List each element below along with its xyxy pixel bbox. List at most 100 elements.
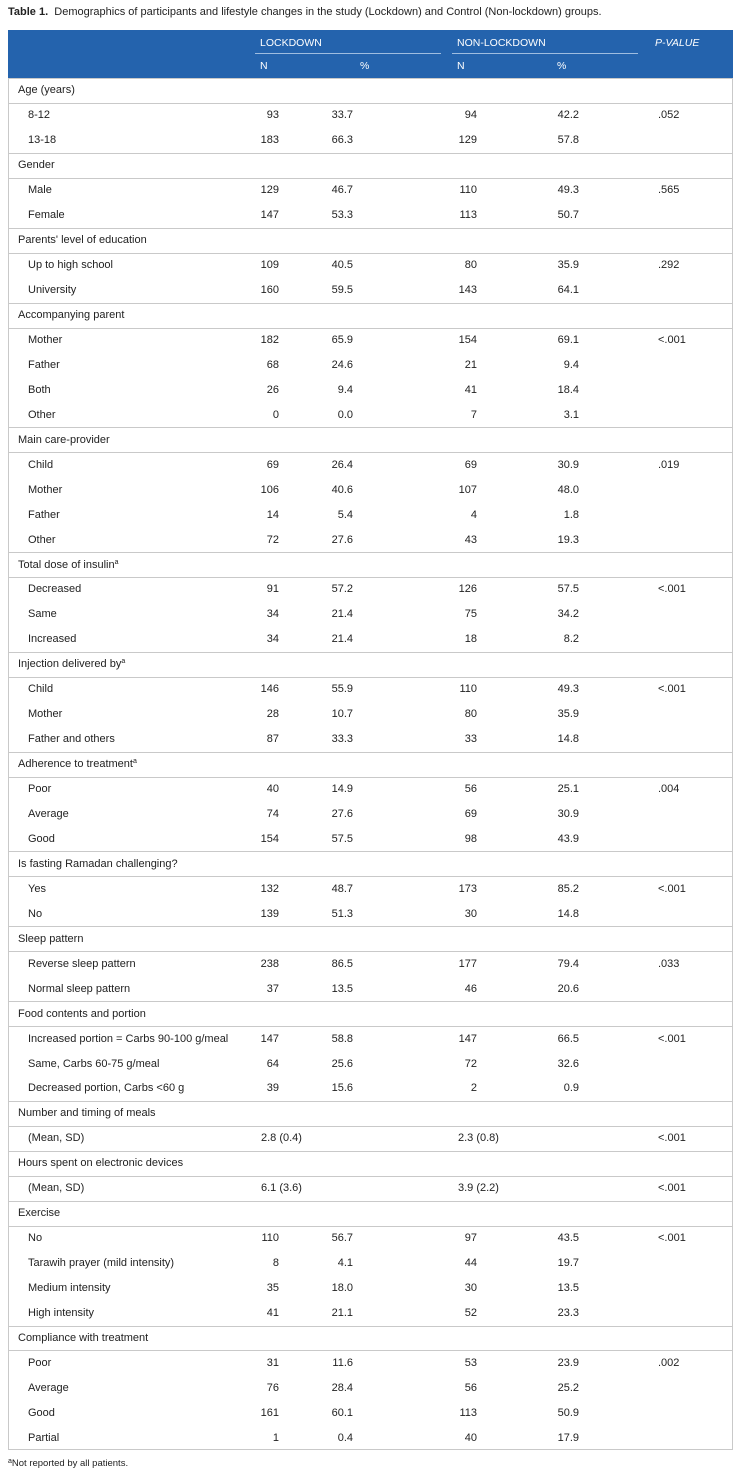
cell: 139 — [260, 907, 279, 920]
row-label: Medium intensity — [28, 1282, 111, 1295]
section-title: Number and timing of meals — [18, 1106, 156, 1120]
cell: 110 — [459, 184, 477, 197]
cell: 27.6 — [331, 808, 353, 821]
cell: 132 — [260, 882, 279, 895]
cell: 143 — [458, 284, 477, 297]
cell: 4.1 — [337, 1257, 353, 1270]
section-title: Total dose of insulina — [18, 558, 119, 572]
section-title: Adherence to treatmenta — [18, 757, 137, 771]
group-header: LOCKDOWN — [260, 37, 322, 49]
cell: 26 — [266, 383, 279, 396]
cell: 98 — [464, 832, 477, 845]
p-value: .033 — [658, 957, 680, 970]
cell: 59.5 — [331, 284, 353, 297]
row-label: Male — [28, 184, 52, 197]
cell: 35.9 — [557, 708, 579, 721]
cell: 55.9 — [331, 683, 353, 696]
p-value: .292 — [658, 259, 680, 272]
row-rule — [9, 252, 732, 254]
cell: 160 — [260, 284, 279, 297]
cell: 147 — [260, 1032, 279, 1045]
row-rule — [9, 552, 732, 554]
row-label: Poor — [28, 783, 52, 796]
cell: 2.8 (0.4) — [261, 1132, 302, 1145]
cell: 8 — [272, 1257, 279, 1270]
cell: 4 — [470, 508, 477, 521]
row-label: Child — [28, 683, 54, 696]
cell: 32.6 — [557, 1057, 579, 1070]
section-title: Hours spent on electronic devices — [18, 1156, 183, 1170]
row-label: No — [28, 1232, 43, 1245]
cell: 10.7 — [331, 708, 353, 721]
cell: 79.4 — [557, 957, 579, 970]
cell: 40.6 — [331, 483, 353, 496]
p-value: <.001 — [658, 882, 686, 895]
p-value: <.001 — [658, 1032, 686, 1045]
cell: 50.9 — [557, 1406, 579, 1419]
row-rule — [9, 177, 732, 179]
row-label: Average — [28, 808, 69, 821]
cell: 0.0 — [337, 408, 353, 421]
section-title-text: Sleep pattern — [18, 932, 84, 945]
row-rule — [9, 851, 732, 853]
cell: 15.6 — [331, 1082, 353, 1095]
cell: 56.7 — [331, 1232, 353, 1245]
cell: 14.8 — [557, 733, 579, 746]
cell: 238 — [260, 957, 279, 970]
cell: 107 — [458, 483, 477, 496]
cell: 85.2 — [557, 882, 579, 895]
row-rule — [9, 427, 732, 429]
cell: 9.4 — [337, 383, 353, 396]
cell: 3.9 (2.2) — [458, 1182, 499, 1195]
row-label: Increased portion = Carbs 90-100 g/meal — [28, 1032, 229, 1045]
caption-label: Table 1. — [8, 6, 49, 18]
p-value: <.001 — [658, 333, 686, 346]
cell: 183 — [260, 134, 279, 147]
cell: 25.2 — [557, 1381, 579, 1394]
cell: 35 — [266, 1282, 279, 1295]
row-label: University — [28, 284, 77, 297]
cell: 76 — [266, 1381, 279, 1394]
row-rule — [9, 452, 732, 454]
row-rule — [9, 1026, 732, 1028]
cell: 177 — [458, 957, 477, 970]
cell: 110 — [459, 683, 477, 696]
row-label: Normal sleep pattern — [28, 982, 131, 995]
row-rule — [9, 327, 732, 329]
cell: 58.8 — [331, 1032, 353, 1045]
section-title-text: Gender — [18, 159, 55, 172]
cell: 5.4 — [337, 508, 353, 521]
row-label: High intensity — [28, 1307, 95, 1320]
cell: 2 — [470, 1082, 477, 1095]
cell: 69 — [464, 808, 477, 821]
cell: 65.9 — [331, 333, 353, 346]
row-label: Decreased portion, Carbs <60 g — [28, 1082, 185, 1095]
cell: 33.3 — [331, 733, 353, 746]
cell: 51.3 — [331, 907, 353, 920]
section-title-text: Injection delivered by — [18, 658, 122, 671]
footnote: aNot reported by all patients. — [8, 1457, 128, 1471]
cell: 34.2 — [557, 608, 579, 621]
cell: 26.4 — [331, 458, 353, 471]
cell: 17.9 — [557, 1431, 579, 1444]
section-title-text: Accompanying parent — [18, 309, 125, 322]
row-label: Other — [28, 533, 56, 546]
cell: 40 — [266, 783, 279, 796]
cell: 146 — [260, 683, 279, 696]
cell: 21.4 — [331, 608, 353, 621]
row-label: Poor — [28, 1356, 52, 1369]
cell: 14 — [266, 508, 279, 521]
cell: 64 — [266, 1057, 279, 1070]
cell: 8.2 — [563, 633, 579, 646]
cell: 154 — [458, 333, 477, 346]
cell: 66.5 — [557, 1032, 579, 1045]
footnote-mark: a — [121, 658, 126, 666]
row-label: Father and others — [28, 733, 115, 746]
footnote-mark: a — [8, 1458, 12, 1465]
cell: 129 — [458, 134, 477, 147]
cell: 1 — [272, 1431, 279, 1444]
cell: 30 — [464, 1282, 477, 1295]
p-value: <.001 — [658, 583, 686, 596]
p-value: .004 — [658, 783, 680, 796]
cell: 75 — [464, 608, 477, 621]
